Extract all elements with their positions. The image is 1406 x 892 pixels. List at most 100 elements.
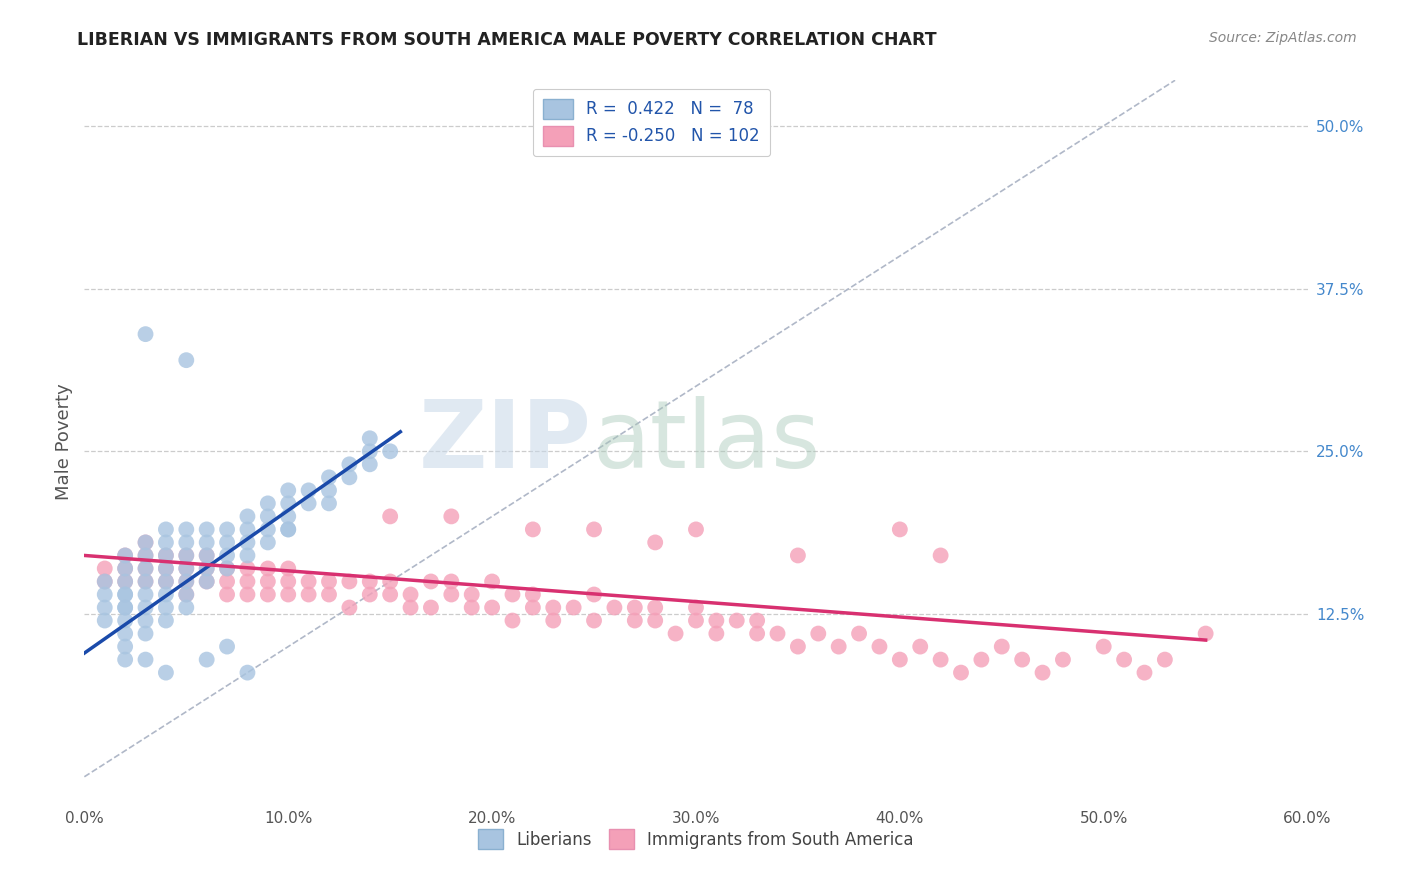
Point (174, 587, 197, 601)
Point (359, 587, 381, 601)
Point (135, 600, 157, 615)
Point (440, 509, 463, 524)
Point (1195, 626, 1218, 640)
Point (339, 574, 361, 589)
Point (93, 574, 115, 589)
Point (1092, 640, 1115, 654)
Point (991, 640, 1014, 654)
Point (236, 509, 259, 524)
Point (298, 587, 321, 601)
Point (195, 574, 218, 589)
Point (114, 652, 136, 666)
Point (114, 549, 136, 563)
Point (787, 549, 810, 563)
Point (889, 652, 911, 666)
Point (603, 600, 626, 615)
Point (1032, 665, 1054, 680)
Point (174, 549, 197, 563)
Point (828, 640, 851, 654)
Point (359, 431, 381, 445)
Point (420, 600, 443, 615)
Point (174, 600, 197, 615)
Point (277, 587, 299, 601)
Point (155, 587, 177, 601)
Point (114, 549, 136, 563)
Point (440, 574, 463, 589)
Point (155, 561, 177, 575)
Point (155, 574, 177, 589)
Point (543, 600, 565, 615)
Point (318, 574, 340, 589)
Point (236, 561, 259, 575)
Point (236, 549, 259, 563)
Point (583, 523, 606, 537)
Point (277, 509, 299, 524)
Point (848, 626, 870, 640)
Point (583, 587, 606, 601)
Point (135, 652, 157, 666)
Point (298, 496, 321, 510)
Point (339, 600, 361, 615)
Point (318, 470, 340, 484)
Point (929, 549, 952, 563)
Point (929, 652, 952, 666)
Point (481, 574, 503, 589)
Point (522, 523, 544, 537)
Point (543, 614, 565, 628)
Point (114, 600, 136, 615)
Point (93, 600, 115, 615)
Point (807, 626, 830, 640)
Point (747, 614, 769, 628)
Point (174, 574, 197, 589)
Point (135, 574, 157, 589)
Point (339, 458, 361, 472)
Point (339, 470, 361, 484)
Point (420, 574, 443, 589)
Point (685, 523, 707, 537)
Point (217, 535, 239, 549)
Point (1011, 652, 1033, 666)
Point (236, 535, 259, 549)
Point (93, 614, 115, 628)
Point (155, 665, 177, 680)
Point (236, 523, 259, 537)
Point (217, 549, 239, 563)
Point (318, 587, 340, 601)
Point (685, 614, 707, 628)
Point (114, 587, 136, 601)
Point (195, 561, 218, 575)
Point (135, 535, 157, 549)
Point (257, 523, 280, 537)
Point (1052, 652, 1074, 666)
Point (174, 523, 197, 537)
Point (195, 535, 218, 549)
Point (155, 535, 177, 549)
Point (135, 549, 157, 563)
Point (135, 614, 157, 628)
Point (522, 600, 544, 615)
Point (257, 587, 280, 601)
Point (277, 523, 299, 537)
Point (380, 587, 402, 601)
Point (135, 561, 157, 575)
Point (114, 574, 136, 589)
Point (766, 626, 789, 640)
Point (174, 561, 197, 575)
Point (135, 574, 157, 589)
Legend: Liberians, Immigrants from South America: Liberians, Immigrants from South America (471, 822, 921, 856)
Point (135, 327, 157, 342)
Point (217, 587, 239, 601)
Y-axis label: Male Poverty: Male Poverty (55, 384, 73, 500)
Point (277, 561, 299, 575)
Point (217, 561, 239, 575)
Point (257, 535, 280, 549)
Point (399, 600, 422, 615)
Point (725, 614, 748, 628)
Point (380, 444, 402, 458)
Point (1133, 665, 1156, 680)
Point (359, 444, 381, 458)
Point (787, 640, 810, 654)
Point (950, 665, 973, 680)
Point (502, 587, 524, 601)
Point (644, 614, 666, 628)
